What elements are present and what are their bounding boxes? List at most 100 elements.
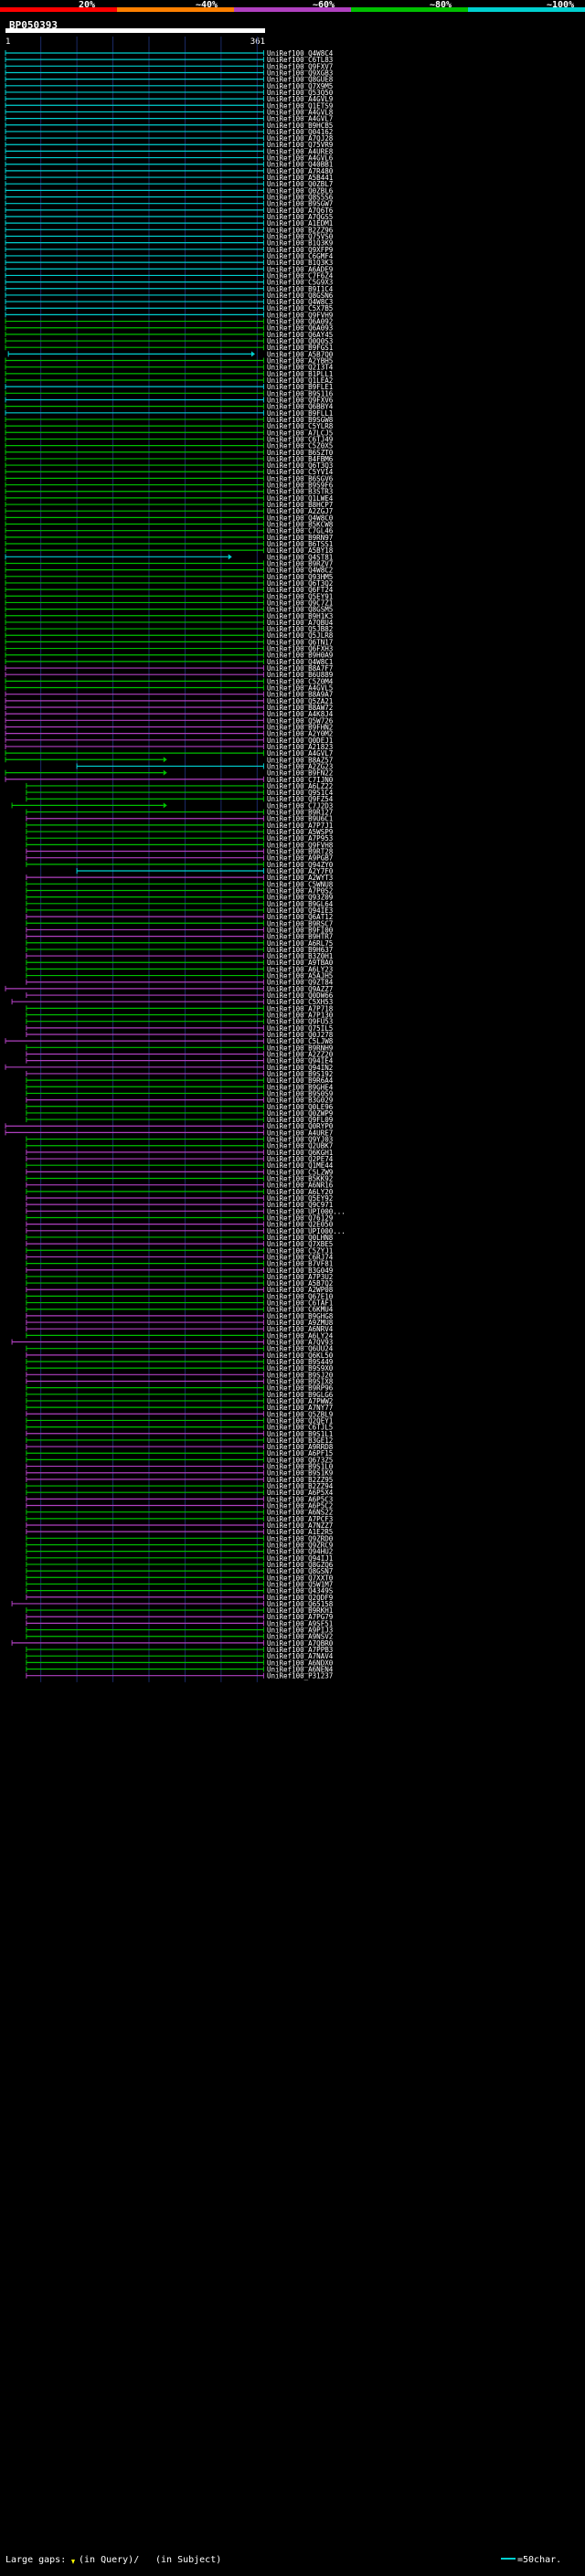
hit-label: UniRef100_Q6T3Q3 [267,461,333,470]
hit-label: UniRef100_Q5EY92 [267,1194,333,1203]
hit-label: UniRef100_A21823 [267,743,333,751]
legend-scale-label: =50char. [517,2555,562,2565]
hit-label: UniRef100_B4FBM6 [267,455,334,463]
hit-label: UniRef100_B1PLL1 [267,370,333,378]
hit-label: UniRef100_Q9FL09 [267,1116,333,1124]
hit-label: UniRef100_Q4W8C1 [267,658,333,666]
hit-label: UniRef100_A6P5C3 [267,1495,333,1503]
hit-label: UniRef100_B9GL64 [267,900,334,908]
hit-label: UniRef100_Q9YJ03 [267,1136,333,1144]
hit-label: UniRef100_B9FI00 [267,926,334,934]
hit-end-arrow [163,769,167,776]
hit-label: UniRef100_B5KCW8 [267,521,334,529]
hit-label: UniRef100_Q9FVH8 [267,841,334,849]
hit-label: UniRef100_B9FLL1 [267,409,333,418]
hit-label: UniRef100_B9S1K9 [267,1469,333,1478]
hit-label: UniRef100_Q4349S [267,1587,334,1595]
hit-label: UniRef100_Q93HM5 [267,573,333,581]
hit-label: UniRef100_A5WSP9 [267,828,333,836]
hit-label: UniRef100_Q5JB82 [267,625,333,633]
hit-label: UniRef100_C7F6Z4 [267,271,334,280]
hit-label: UniRef100_Q9ZT84 [267,979,334,987]
hit-label: UniRef100_Q8GSN7 [267,1567,333,1575]
hit-label: UniRef100_A2Y7F0 [267,867,334,875]
hit-label: UniRef100_Q5JLR8 [267,631,334,640]
hit-label: UniRef100_A5AJH5 [267,972,333,981]
hit-label: UniRef100_B9SGW8 [267,416,334,424]
hit-label: UniRef100_C5XH53 [267,998,333,1006]
hit-label: UniRef100_Q75VR9 [267,141,333,149]
hit-label: UniRef100_C7IJN0 [267,776,334,784]
hit-label: UniRef100_B9FLE1 [267,383,333,391]
hit-label: UniRef100_B9RN97 [267,534,333,542]
hit-label: UniRef100_B9U6C1 [267,815,333,823]
hit-label: UniRef100_A5B7Q0 [267,350,334,358]
hit-label: UniRef100_Q94IE3 [267,906,333,915]
hit-label: UniRef100_C5LJW8 [267,1037,334,1045]
legend-query-gap-label: (in Query)/ [79,2555,140,2565]
legend-gaps-label: Large gaps: [5,2555,67,2565]
hit-label: UniRef100_A7Q6T6 [267,207,334,215]
hit-label: UniRef100_Q8GZQ6 [267,1561,334,1569]
hit-label: UniRef100_A7LCJ5 [267,429,333,437]
hit-label: UniRef100_Q0ZBL6 [267,186,334,195]
hit-label: UniRef100_A7QJ28 [267,134,334,143]
hit-label: UniRef100_B9SIX8 [267,1377,334,1385]
scale-segment-4 [351,7,468,12]
hit-label: UniRef100_Q1ETS9 [267,101,333,110]
hit-label: UniRef100_Q6T3Q2 [267,579,333,588]
hit-label: UniRef100_Q53Q50 [267,89,334,97]
hit-label: UniRef100_A6PF15 [267,1449,333,1458]
hit-label: UniRef100_C6TAF1 [267,1299,333,1308]
hit-label: UniRef100_A7NAV4 [267,1652,334,1660]
hit-label: UniRef100_A6NDX0 [267,1659,334,1667]
hit-label: UniRef100_Q9FVH9 [267,311,333,319]
hit-label: UniRef100_Q9AZZ7 [267,985,333,993]
hit-label: UniRef100_B9S1L1 [267,1430,333,1438]
hit-label: UniRef100_Q6TN17 [267,638,333,646]
hit-label: UniRef100_Q4ST81 [267,553,333,561]
hit-label: UniRef100_B9HCB5 [267,122,333,130]
hit-label: UniRef100_Q9XGB3 [267,69,333,77]
hit-label: UniRef100_B9FN22 [267,769,333,778]
hit-label: UniRef100_B9SJ20 [267,1371,334,1379]
hit-label: UniRef100_B9RP96 [267,1384,334,1393]
hit-label: UniRef100_Q0LE96 [267,1103,334,1111]
hit-label: UniRef100_B5KK92 [267,1175,333,1183]
hit-label: UniRef100_C5LZW9 [267,1168,333,1176]
hit-label: UniRef100_A9SF51 [267,1619,333,1627]
hit-label: UniRef100_B1Q3K3 [267,259,333,267]
hit-label: UniRef100_Q9FZ54 [267,795,334,803]
hit-label: UniRef100_A2ZZ20 [267,1050,334,1058]
hit-label: UniRef100_A7P7J1 [267,822,333,830]
hit-label: UniRef100_B9S116 [267,389,334,398]
hit-label: UniRef100_B9GHE4 [267,1083,334,1091]
hit-label: UniRef100_A7QBU4 [267,619,334,627]
hit-label: UniRef100_C7GL46 [267,527,334,535]
hit-label: UniRef100_A9NSV2 [267,1633,333,1641]
scale-label-2: ~40% [196,0,218,10]
hit-label: UniRef100_A6LY23 [267,965,333,973]
hit-label: UniRef100_Q1LEA2 [267,376,333,385]
hit-label: UniRef100_A6NEN4 [267,1666,334,1674]
hit-label: UniRef100_A7P953 [267,834,333,843]
hit-label: UniRef100_C6KMU4 [267,1306,334,1314]
hit-label: UniRef100_B9HTR7 [267,933,333,941]
hit-label: UniRef100_A4K8J4 [267,710,334,718]
hit-label: UniRef100_A7QBR0 [267,1639,334,1648]
hit-label: UniRef100_Q6FXH3 [267,645,333,653]
hit-label: UniRef100_Q40BB1 [267,161,333,169]
hit-label: UniRef100_C6TJ49 [267,435,333,443]
hit-label: UniRef100_Q0LHN8 [267,1234,334,1242]
hit-label: UniRef100_A6ADE9 [267,265,333,273]
query-bar [5,28,265,33]
hit-label: UniRef100_C5Z0X5 [267,442,333,451]
query-gap-icon [71,2560,75,2564]
hit-label: UniRef100_B3STR3 [267,488,333,496]
hit-label: UniRef100_C5G9X3 [267,279,333,287]
hit-label: UniRef100_Q9S1C4 [267,789,334,797]
hit-end-arrow [163,802,167,809]
hit-label: UniRef100_A4GVL8 [267,108,334,116]
hit-label: UniRef100_A7R480 [267,167,334,175]
hit-label: UniRef100_Q0RYP0 [267,1122,334,1130]
